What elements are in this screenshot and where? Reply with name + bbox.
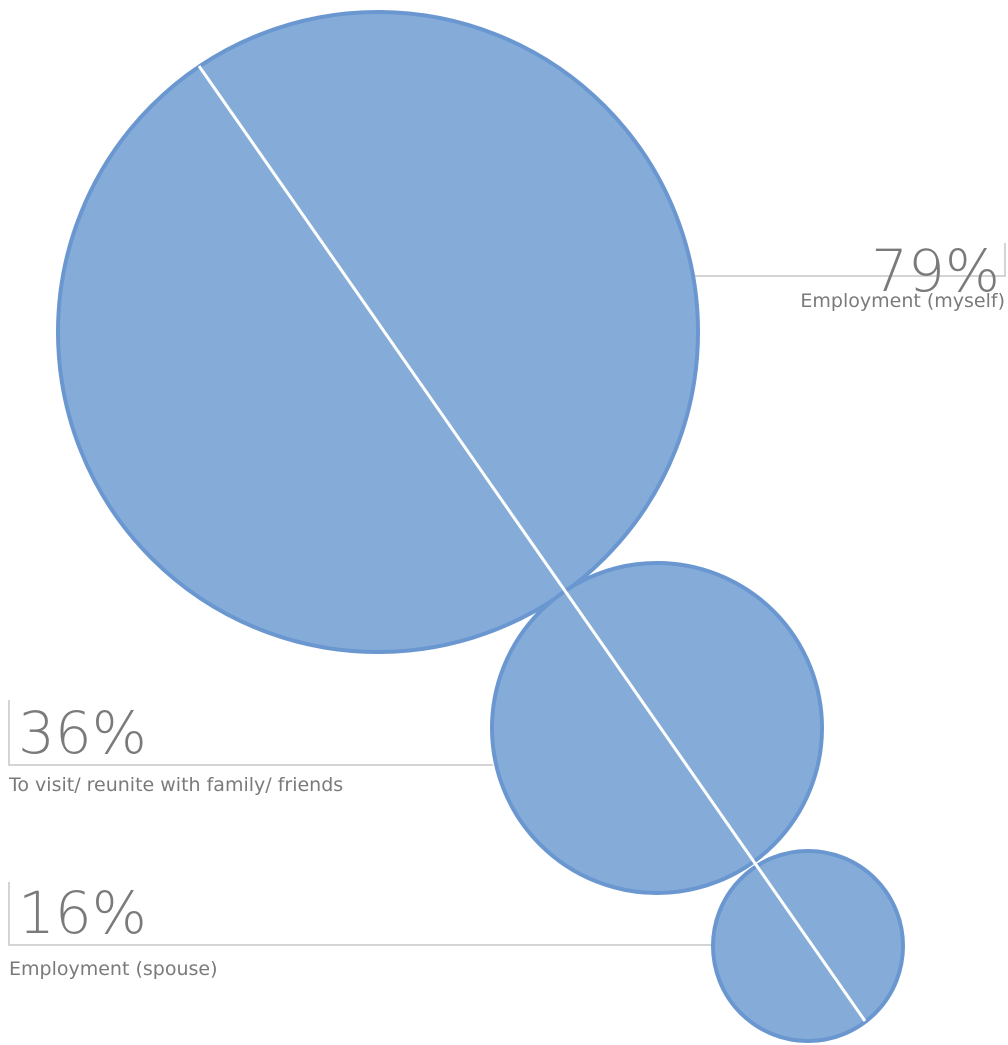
category-label-visit-family: To visit/ reunite with family/ friends bbox=[8, 774, 343, 796]
leader-line-visit-family bbox=[8, 700, 493, 766]
value-label-employment-myself: 79% bbox=[871, 237, 1000, 305]
value-label-employment-spouse: 16% bbox=[18, 879, 147, 947]
value-label-visit-family: 36% bbox=[18, 699, 147, 767]
bubble-employment-myself bbox=[56, 10, 700, 654]
bubble-employment-spouse bbox=[711, 849, 905, 1043]
category-label-employment-spouse: Employment (spouse) bbox=[9, 958, 218, 980]
category-label-employment-myself: Employment (myself) bbox=[800, 290, 1005, 312]
diagonal-divider-line bbox=[197, 65, 867, 1022]
leader-line-employment-spouse bbox=[8, 882, 712, 946]
bubble-visit-family bbox=[490, 561, 824, 895]
leader-line-employment-myself bbox=[690, 243, 1006, 277]
